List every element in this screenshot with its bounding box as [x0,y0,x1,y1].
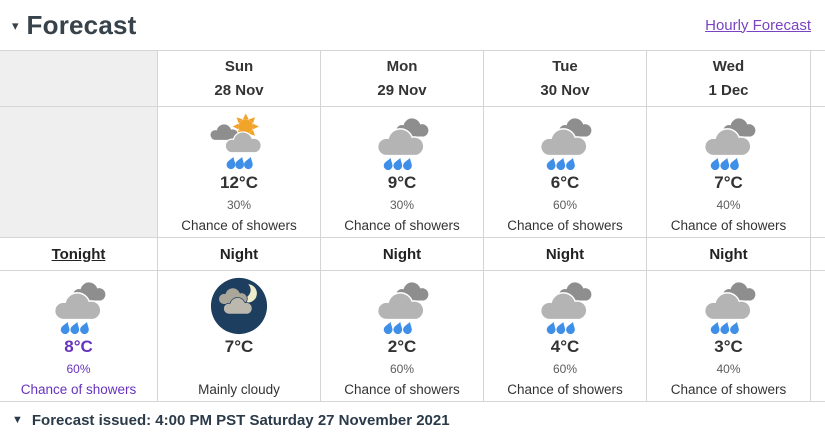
day-header-wed: Wed 1 Dec [647,51,810,106]
cloud-rain-icon [49,276,109,336]
day-date: 28 Nov [214,81,264,99]
condition-text: Chance of showers [344,218,460,233]
temperature: 9°C [387,173,417,192]
night-label-mon[interactable]: Night [321,238,483,270]
condition-text: Chance of showers [20,382,137,397]
night-forecast-sun: 7°C Mainly cloudy [158,271,320,401]
night-label-wed[interactable]: Night [647,238,810,270]
day-row-partial-cell [811,107,825,237]
page-title: Forecast [26,9,137,40]
precip-probability: 60% [389,362,415,376]
night-row-partial-cell [811,271,825,401]
condition-text: Chance of showers [670,382,787,397]
precip-probability: 30% [226,198,252,212]
forecast-table: Sun 28 Nov Mon 29 Nov Tue 30 Nov Wed 1 D… [0,50,825,402]
day-date: 30 Nov [540,81,590,99]
cloud-rain-icon [535,276,595,336]
forecast-header: ▾ Forecast Hourly Forecast [0,0,825,50]
night-label-sun[interactable]: Night [158,238,320,270]
condition-text: Chance of showers [181,218,297,233]
precip-probability: 30% [389,198,415,212]
day-date: 29 Nov [377,81,427,99]
night-forecast-wed: 3°C 40% Chance of showers [647,271,810,401]
temperature: 12°C [220,173,258,192]
tonight-label[interactable]: Tonight [51,245,106,263]
day-name: Tue [552,58,578,76]
forecast-issued-text: Forecast issued: 4:00 PM PST Saturday 27… [31,411,450,429]
night-forecast-tue: 4°C 60% Chance of showers [484,271,646,401]
condition-text: Chance of showers [507,382,623,397]
sun-cloud-rain-icon [209,112,269,172]
cloud-rain-icon [372,112,432,172]
precip-probability: 60% [552,198,578,212]
day-header-mon: Mon 29 Nov [321,51,483,106]
cloud-rain-icon [535,112,595,172]
tonight-forecast[interactable]: 8°C 60% Chance of showers [0,271,157,401]
precip-probability: 40% [716,198,741,212]
night-forecast-mon: 2°C 60% Chance of showers [321,271,483,401]
precip-probability: 60% [66,362,91,376]
header-partial-cell [811,51,825,106]
condition-text: Chance of showers [507,218,623,233]
day-header-sun: Sun 28 Nov [158,51,320,106]
hourly-forecast-link[interactable]: Hourly Forecast [705,16,811,34]
condition-text: Chance of showers [670,218,787,233]
day-header-tue: Tue 30 Nov [484,51,646,106]
day-forecast-mon: 9°C 30% Chance of showers [321,107,483,237]
day-name: Wed [712,58,745,76]
condition-text: Mainly cloudy [198,382,280,397]
condition-text: Chance of showers [344,382,460,397]
header-spacer-cell [0,51,157,106]
cloud-rain-icon [699,276,759,336]
day-forecast-sun: 12°C 30% Chance of showers [158,107,320,237]
temperature: 7°C [224,337,254,356]
day-forecast-wed: 7°C 40% Chance of showers [647,107,810,237]
temperature: 2°C [387,337,417,356]
day-forecast-tue: 6°C 60% Chance of showers [484,107,646,237]
night-label-partial-cell [811,238,825,270]
collapse-section-icon[interactable]: ▾ [12,17,19,33]
cloudy-night-icon [209,276,269,336]
precip-probability: 40% [716,362,741,376]
night-label-tue[interactable]: Night [484,238,646,270]
cloud-rain-icon [372,276,432,336]
day-row-spacer-cell [0,107,157,237]
temperature: 6°C [550,173,580,192]
cloud-rain-icon [699,112,759,172]
temperature: 7°C [714,173,743,192]
collapse-issued-icon[interactable]: ▼ [12,413,23,426]
day-date: 1 Dec [708,81,749,99]
day-name: Sun [224,58,254,76]
temperature: 4°C [550,337,580,356]
forecast-issued-bar: ▼ Forecast issued: 4:00 PM PST Saturday … [0,402,825,438]
temperature: 3°C [714,337,743,356]
temperature: 8°C [64,337,93,356]
precip-probability: 60% [552,362,578,376]
tonight-label-cell: Tonight [0,238,157,270]
day-name: Mon [386,58,418,76]
